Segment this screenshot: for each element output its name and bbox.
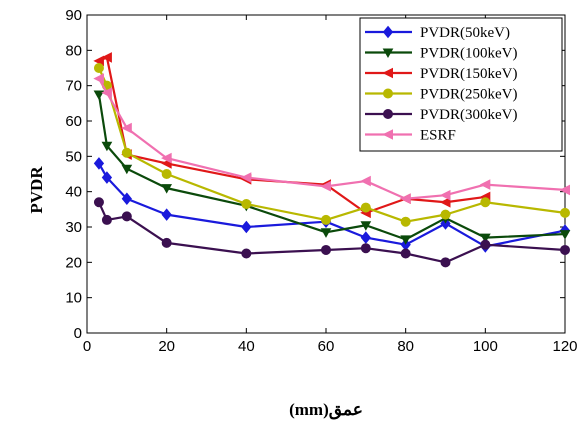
data-point — [93, 157, 105, 170]
data-point — [121, 192, 132, 206]
series-layer — [93, 52, 571, 268]
data-point — [121, 211, 132, 222]
data-point — [360, 231, 371, 244]
data-point — [560, 207, 570, 218]
data-point — [240, 172, 252, 183]
data-point — [479, 179, 491, 190]
y-tick-label: 10 — [65, 290, 82, 307]
data-point — [439, 189, 451, 201]
data-point — [161, 208, 172, 221]
data-point — [93, 90, 105, 101]
data-point — [440, 209, 451, 220]
data-point — [241, 220, 252, 234]
y-tick-label: 80 — [65, 42, 82, 59]
data-point — [121, 164, 133, 175]
data-point — [400, 216, 411, 227]
legend-entry: PVDR(50keV) — [420, 25, 510, 41]
data-point — [101, 87, 112, 99]
data-point — [101, 214, 112, 225]
x-tick-label: 40 — [238, 338, 255, 355]
x-tick-label: 80 — [397, 338, 414, 355]
data-point — [360, 202, 371, 213]
series-5 — [93, 197, 570, 268]
data-point — [479, 233, 491, 244]
data-point — [93, 63, 104, 73]
data-point — [321, 214, 331, 225]
axes: 0 10 20 30 40 50 60 70 80 90 0 20 40 60 80 100 120 — [65, 7, 577, 355]
y-tick-label: 20 — [65, 254, 82, 271]
y-tick-label: 70 — [65, 78, 82, 95]
data-point — [161, 152, 172, 164]
legend-entry: PVDR(150keV) — [420, 66, 518, 82]
data-point — [320, 228, 332, 238]
data-point — [93, 73, 104, 84]
x-tick-label: 60 — [318, 338, 335, 355]
data-point — [400, 248, 411, 259]
data-point — [161, 169, 172, 179]
y-axis-label: PVDR — [27, 166, 46, 214]
legend-entry: PVDR(250keV) — [420, 87, 518, 103]
data-point — [101, 171, 113, 184]
legend-marker — [382, 25, 394, 39]
y-tick-label: 90 — [65, 7, 82, 24]
legend-entry: PVDR(100keV) — [420, 46, 518, 62]
legend-entry: ESRF — [420, 128, 456, 144]
x-axis-label: عمق(mm) — [289, 400, 363, 420]
data-point — [161, 237, 172, 248]
data-point — [360, 243, 371, 254]
legend-box — [359, 17, 563, 152]
data-point — [321, 244, 331, 255]
series-6 — [93, 73, 570, 205]
y-tick-label: 60 — [65, 113, 82, 130]
data-point — [93, 197, 104, 208]
data-point — [480, 239, 491, 250]
legend-marker — [382, 67, 393, 79]
x-tick-label: 20 — [158, 338, 175, 355]
legend-marker — [382, 48, 394, 59]
data-point — [559, 184, 570, 196]
y-tick-label: 50 — [65, 148, 82, 165]
data-point — [101, 141, 113, 152]
data-point — [400, 193, 411, 205]
data-point — [400, 235, 412, 245]
data-point — [241, 248, 252, 259]
data-point — [560, 244, 570, 255]
x-tick-label: 120 — [552, 338, 577, 355]
data-point — [121, 147, 132, 158]
y-tick-label: 30 — [65, 219, 82, 236]
y-tick-label: 0 — [74, 325, 82, 342]
legend-marker — [383, 88, 393, 99]
legend-marker — [382, 129, 393, 140]
data-point — [559, 230, 571, 240]
data-point — [480, 197, 491, 208]
data-point — [320, 181, 331, 192]
x-tick-label: 100 — [473, 338, 498, 355]
data-point — [161, 184, 173, 194]
legend-marker — [383, 109, 393, 119]
legend: PVDR(50keV) PVDR(100keV) PVDR(150keV) PVDR(… — [359, 17, 563, 152]
data-point — [439, 196, 451, 208]
data-point — [440, 257, 451, 268]
y-tick-label: 40 — [65, 184, 82, 201]
x-tick-label: 0 — [83, 338, 91, 355]
legend-entry: PVDR(300keV) — [420, 107, 518, 123]
data-point — [121, 122, 132, 134]
data-point — [101, 52, 112, 63]
data-point — [360, 175, 371, 187]
data-point — [241, 199, 252, 210]
data-point — [360, 221, 372, 231]
